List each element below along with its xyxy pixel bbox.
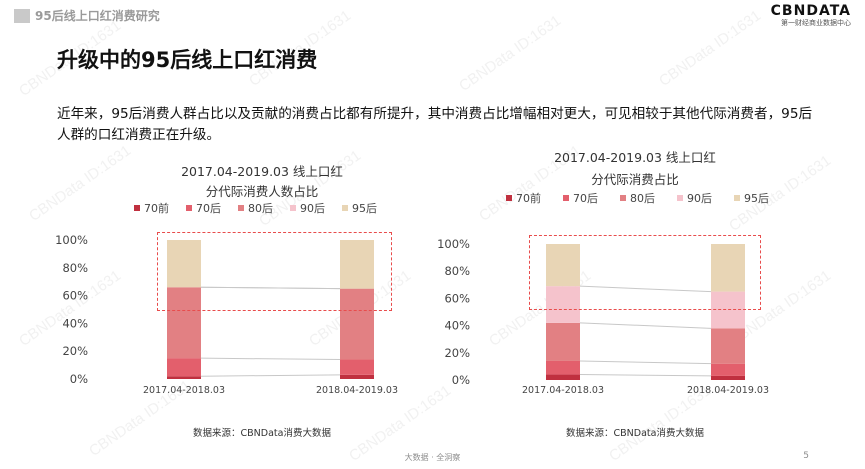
bar-segment [546,286,580,323]
page-title: 升级中的95后线上口红消费 [57,48,318,72]
x-tick-label: 2018.04-2019.03 [316,385,398,396]
bar-segment [167,287,201,359]
y-tick-label: 0% [452,373,470,387]
bar-segment [711,375,745,380]
bar-segment [711,363,745,376]
x-tick-label: 2017.04-2018.03 [522,385,604,396]
footer-text: 大数据 · 全洞察 [404,453,461,462]
y-tick-label: 20% [62,344,88,358]
legend-label: 70后 [573,192,598,205]
legend-swatch [563,195,569,201]
section-label: 95后线上口红消费研究 [35,9,160,23]
section-tag: 95后线上口红消费研究 [14,7,160,24]
legend-swatch [734,195,740,201]
chart-subtitle: 分代际消费人数占比 [206,184,319,199]
legend-label: 70前 [144,201,169,215]
legend-swatch [290,205,296,211]
bar-segment [546,374,580,380]
intro-paragraph: 近年来，95后消费人群占比以及贡献的消费占比都有所提升，其中消费占比增幅相对更大… [57,106,813,143]
bar-segment [340,240,374,289]
bar-segment [546,322,580,361]
highlight-box-95 [157,232,392,311]
bar-segment [546,360,580,375]
data-source-note: 数据来源：CBNData消费大数据 [193,427,331,439]
x-tick-label: 2017.04-2018.03 [143,385,225,396]
bar-segment [167,358,201,377]
bar-segment [340,374,374,379]
logo-main-text: CBNDATA [770,3,851,19]
top-bar: 95后线上口红消费研究 CBNDATA 第一财经商业数据中心 [0,0,865,30]
y-tick-label: 100% [55,233,88,247]
section-marker-icon [14,8,30,23]
legend-swatch [186,205,192,211]
chart-title: 2017.04-2019.03 线上口红 [181,164,343,179]
series-connector-line [200,286,341,290]
legend-label: 70前 [516,191,541,205]
series-connector-line [200,357,341,361]
y-tick-label: 60% [62,289,88,303]
legend-label: 95后 [744,192,769,205]
chart-subtitle: 分代际消费占比 [591,172,679,187]
y-tick-label: 80% [444,264,470,278]
series-connector-line [579,322,712,329]
legend-swatch [238,205,244,211]
data-source-note: 数据来源：CBNData消费大数据 [566,427,704,439]
legend-swatch [506,195,512,201]
bar-segment [711,244,745,292]
series-connector-line [579,374,712,377]
bar-segment [167,376,201,379]
bar-segment [340,288,374,360]
bar-segment [711,328,745,364]
bar-segment [546,244,580,287]
y-tick-label: 60% [444,291,470,305]
legend-label: 90后 [300,202,325,215]
bar-segment [340,359,374,375]
y-tick-label: 20% [444,346,470,360]
y-tick-label: 80% [62,261,88,275]
page-number: 5 [803,451,809,461]
highlight-box-95 [529,235,761,310]
x-tick-label: 2018.04-2019.03 [687,385,769,396]
series-connector-line [579,285,712,293]
legend-label: 80后 [248,202,273,215]
legend-swatch [342,205,348,211]
logo-sub-text: 第一财经商业数据中心 [781,19,851,27]
chart-title: 2017.04-2019.03 线上口红 [554,150,716,165]
legend-label: 70后 [196,202,221,215]
y-tick-label: 0% [70,372,88,386]
y-tick-label: 40% [444,319,470,333]
y-tick-label: 100% [437,237,470,251]
legend-swatch [677,195,683,201]
legend-label: 95后 [352,202,377,215]
legend-swatch [620,195,626,201]
series-connector-line [200,374,341,377]
series-connector-line [579,360,712,365]
legend-label: 80后 [630,192,655,205]
legend-label: 90后 [687,192,712,205]
y-tick-label: 40% [62,316,88,330]
legend-swatch [134,205,140,211]
cbndata-logo: CBNDATA 第一财经商业数据中心 [771,3,851,28]
bar-segment [167,240,201,288]
